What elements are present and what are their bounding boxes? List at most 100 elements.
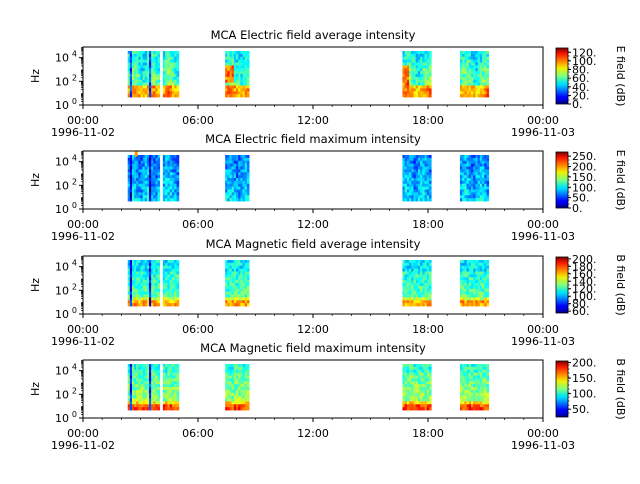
spectrogram-cell [236,285,239,290]
spectrogram-cell [229,91,233,95]
spectrogram-cell [155,395,158,399]
spectrogram-cell [415,198,419,202]
spectrogram-cell [169,372,173,376]
spectrogram-cell [136,62,139,66]
spectrogram-cell [415,76,419,81]
spectrogram-cell [167,288,171,293]
spectrogram-cell [240,65,243,69]
spectrogram-cell [482,192,485,196]
spectrogram-cell [240,288,243,293]
spectrogram-cell [426,62,430,66]
spectrogram-cell [131,283,135,287]
spectrogram-cell [402,59,406,63]
spectrogram-cell [236,189,239,193]
spectrogram-cell [127,160,131,165]
spectrogram-cell [464,85,467,89]
spectrogram-cell [484,79,487,84]
spectrogram-cell [233,407,237,411]
spectrogram-cell [242,53,246,58]
spectrogram-cell [229,169,233,173]
spectrogram-cell [225,364,228,368]
spectrogram-cell [146,392,150,397]
spectrogram-cell [404,76,408,81]
spectrogram-cell [244,283,248,287]
spectrogram-cell [162,384,166,388]
spectrogram-cell [426,262,430,267]
spectrogram-cell [464,91,467,95]
spectrogram-cell [411,277,414,281]
spectrogram-cell [464,288,467,293]
spectrogram-cell [140,404,144,408]
spectrogram-cell [138,186,141,190]
spectrogram-cell [477,163,481,167]
spectrogram-cell [246,387,250,391]
spectrogram-cell [466,303,470,307]
spectrogram-cell [162,392,166,397]
spectrogram-cell [473,297,476,301]
spectrogram-cell [157,82,161,86]
spectrogram-cell [473,65,476,69]
spectrogram-cell [417,53,421,58]
spectrogram-cell [475,395,479,399]
spectrogram-cell [406,300,410,304]
spectrogram-cell [420,387,423,391]
spectrogram-cell [409,375,412,379]
spectrogram-cell [238,178,241,182]
spectrogram-cell [146,288,150,293]
spectrogram-cell [171,297,175,301]
spectrogram-cell [176,68,180,72]
spectrogram-cell [227,401,230,405]
spectrogram-cell [127,189,131,193]
spectrogram-cell [409,74,412,78]
spectrogram-cell [165,392,168,397]
spectrogram-cell [144,79,148,84]
spectrogram-cell [486,277,490,281]
spectrogram-cell [402,265,406,270]
spectrogram-cell [157,404,161,408]
spectrogram-cell [244,291,248,295]
spectrogram-cell [475,53,479,58]
spectrogram-cell [424,91,428,95]
spectrogram-cell [231,180,235,185]
spectrogram-cell [136,378,139,382]
spectrogram-cell [244,175,248,179]
spectrogram-cell [246,160,250,165]
spectrogram-cell [171,85,175,89]
spectrogram-cell [402,274,406,278]
spectrogram-cell [233,285,237,290]
spectrogram-cell [171,88,175,92]
spectrogram-cell [140,71,144,75]
spectrogram-cell [420,395,423,399]
spectrogram-cell [422,178,425,182]
spectrogram-cell [413,260,417,264]
spectrogram-cell [144,369,148,374]
spectrogram-cell [473,277,476,281]
spectrogram-cell [136,59,139,63]
spectrogram-cell [479,195,483,199]
spectrogram-cell [171,189,175,193]
spectrogram-cell [473,260,476,264]
spectrogram-cell [236,369,239,374]
spectrogram-cell [157,163,161,167]
spectrogram-cell [424,163,428,167]
spectrogram-cell [404,392,408,397]
spectrogram-cell [174,387,177,391]
spectrogram-cell [477,51,481,55]
spectrogram-cell [140,53,144,58]
spectrogram-cell [402,303,406,307]
y-tick-label: 10 [55,203,69,216]
spectrogram-cell [155,378,158,382]
spectrogram-cell [402,369,406,374]
spectrogram-cell [471,303,474,307]
spectrogram-cell [136,381,139,385]
spectrogram-cell [479,407,483,411]
spectrogram-cell [131,366,135,371]
spectrogram-cell [171,294,175,298]
spectrogram-cell [129,372,133,376]
spectrogram-cell [468,59,472,63]
spectrogram-cell [167,94,171,98]
spectrogram-cell [231,163,235,167]
spectrogram-cell [140,166,144,170]
spectrogram-cell [417,392,421,397]
spectrogram-cell [142,157,146,162]
